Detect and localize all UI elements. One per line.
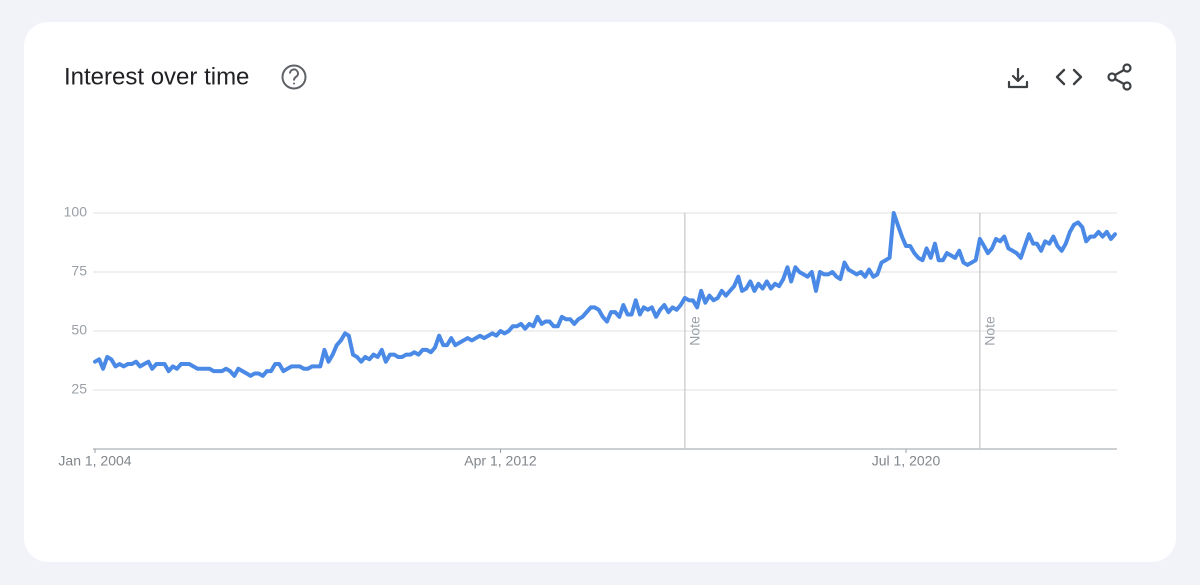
note-label: Note — [687, 316, 703, 346]
y-tick-label: 25 — [71, 381, 87, 397]
trend-line — [93, 211, 1117, 378]
y-tick-label: 75 — [71, 263, 87, 279]
chart-title: Interest over time — [64, 63, 249, 90]
download-glyph — [1007, 67, 1029, 89]
note-label: Note — [982, 316, 998, 346]
help-dot — [293, 82, 295, 85]
x-tick-label: Jan 1, 2004 — [58, 453, 131, 469]
share-node — [1122, 81, 1132, 91]
embed-glyph — [1055, 68, 1083, 86]
share-link — [1114, 69, 1125, 85]
x-tick-label: Jul 1, 2020 — [872, 453, 941, 469]
plot-area: 25 50 75 100 Jan 1, 2004 Apr 1, 2012 Jul 1, 20… — [58, 204, 1117, 469]
help-icon[interactable] — [281, 64, 307, 90]
share-icon[interactable] — [1107, 63, 1132, 91]
y-tick-label: 50 — [71, 322, 87, 338]
y-tick-label: 100 — [64, 204, 88, 220]
help-mark — [288, 68, 299, 81]
x-tick-label: Apr 1, 2012 — [464, 453, 537, 469]
share-node — [1122, 63, 1132, 73]
card — [24, 22, 1176, 562]
help-circle — [281, 64, 307, 90]
download-icon[interactable] — [1007, 67, 1029, 89]
embed-icon[interactable] — [1055, 68, 1083, 86]
share-node — [1107, 72, 1117, 82]
